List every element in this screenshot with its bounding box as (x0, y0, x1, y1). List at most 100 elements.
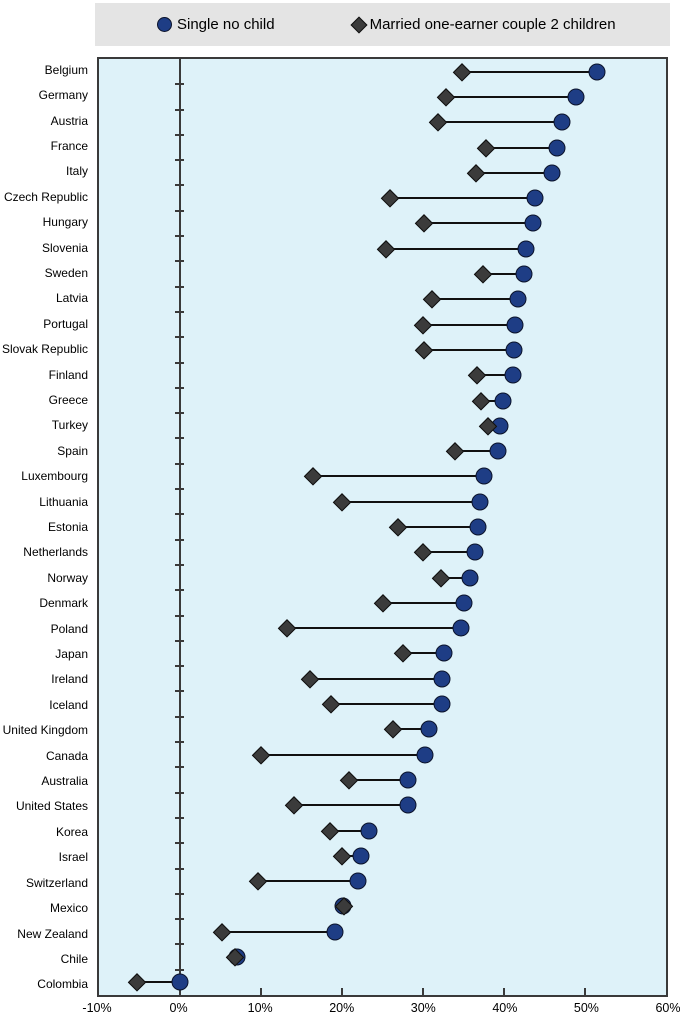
connector-canada (261, 753, 425, 756)
country-label-chile: Chile (60, 951, 88, 966)
married-marker-norway (431, 568, 450, 587)
x-axis-label-50pct: 50% (573, 1001, 599, 1015)
married-marker-korea (321, 821, 339, 840)
connector-czech-republic (389, 197, 535, 200)
married-marker-united-states (285, 796, 304, 815)
single-marker-belgium (588, 63, 606, 81)
zero-axis-tick (175, 715, 185, 718)
single-marker-korea (360, 822, 378, 840)
connector-slovak-republic (423, 348, 514, 351)
x-axis-label-neg10pct: -10% (82, 1001, 112, 1015)
country-label-colombia: Colombia (37, 977, 88, 992)
married-marker-israel (333, 847, 351, 865)
zero-axis-tick (175, 816, 185, 819)
married-marker-lithuania (333, 492, 351, 511)
connector-united-kingdom (393, 728, 429, 731)
single-marker-austria (553, 113, 571, 131)
connector-japan (402, 652, 445, 655)
x-axis-label-10pct: 10% (247, 1001, 273, 1015)
country-label-belgium: Belgium (44, 62, 88, 77)
single-marker-estonia (469, 518, 487, 536)
country-label-korea: Korea (55, 824, 88, 839)
zero-axis-tick (175, 867, 185, 870)
married-marker-denmark (374, 594, 393, 612)
x-axis-tick (584, 988, 586, 995)
married-marker-canada (252, 745, 270, 764)
country-label-poland: Poland (50, 621, 88, 636)
legend-married-label: Married one-earner couple 2 children (369, 16, 616, 33)
married-marker-czech-republic (380, 189, 399, 207)
single-marker-united-states (399, 796, 417, 814)
country-label-united-states: United States (15, 799, 88, 814)
single-marker-spain (489, 442, 507, 460)
country-label-hungary: Hungary (42, 215, 88, 230)
married-marker-france (477, 138, 496, 157)
connector-denmark (383, 601, 464, 604)
zero-axis-tick (175, 563, 185, 566)
zero-axis-tick (175, 791, 185, 794)
married-marker-switzerland (248, 872, 267, 890)
connector-luxembourg (312, 475, 484, 478)
x-axis-label-40pct: 40% (492, 1001, 518, 1015)
connector-ireland (309, 677, 442, 680)
country-label-israel: Israel (58, 850, 88, 865)
country-label-iceland: Iceland (49, 697, 88, 712)
connector-austria (438, 121, 563, 124)
connector-greece (480, 399, 504, 402)
married-marker-united-kingdom (384, 720, 402, 739)
x-axis: -10% 0% 10% 20% 30% 40% 50% 60% (82, 1001, 680, 1019)
single-marker-switzerland (349, 872, 367, 890)
connector-korea (329, 829, 369, 832)
connector-portugal (423, 323, 516, 326)
single-marker-slovenia (517, 240, 535, 258)
zero-axis-tick (175, 336, 185, 339)
zero-axis-tick (175, 968, 185, 971)
connector-belgium (461, 70, 598, 73)
connector-iceland (330, 703, 442, 706)
married-diamond-icon (350, 16, 368, 33)
zero-axis-tick (175, 892, 185, 895)
country-label-japan: Japan (55, 647, 88, 662)
married-marker-greece (471, 391, 490, 410)
x-axis-label-30pct: 30% (410, 1001, 436, 1015)
married-marker-spain (445, 442, 464, 460)
zero-axis-tick (175, 133, 185, 136)
married-marker-belgium (453, 62, 471, 81)
connector-finland (477, 374, 513, 377)
connector-australia (349, 778, 409, 781)
zero-axis-tick (175, 488, 185, 491)
country-label-spain: Spain (57, 443, 88, 458)
married-marker-latvia (423, 290, 441, 309)
connector-france (486, 146, 557, 149)
zero-axis-tick (175, 184, 185, 187)
connector-slovenia (385, 247, 526, 250)
married-marker-japan (393, 644, 412, 663)
married-marker-sweden (474, 265, 492, 283)
country-label-slovak-republic: Slovak Republic (1, 342, 88, 357)
country-labels-column: Belgium Germany Austria France Italy Czech Re… (0, 57, 88, 997)
zero-axis-tick (175, 285, 185, 288)
single-marker-poland (452, 619, 470, 637)
legend-item-married: Married one-earner couple 2 children (350, 16, 616, 33)
connector-colombia (137, 981, 180, 984)
legend: Single no child Married one-earner coupl… (95, 3, 670, 46)
zero-axis-line (178, 59, 181, 995)
connector-italy (475, 171, 552, 174)
country-label-ireland: Ireland (51, 672, 88, 687)
country-label-finland: Finland (48, 367, 88, 382)
x-axis-tick (503, 988, 505, 995)
connector-new-zealand (222, 930, 335, 933)
connector-united-states (294, 804, 408, 807)
zero-axis-tick (175, 386, 185, 389)
country-label-mexico: Mexico (49, 901, 88, 916)
country-label-france: France (50, 138, 88, 153)
connector-norway (440, 576, 470, 579)
single-marker-ireland (433, 670, 451, 688)
country-label-norway: Norway (47, 570, 88, 585)
zero-axis-tick (175, 361, 185, 364)
single-marker-denmark (455, 594, 472, 612)
zero-axis-tick (175, 690, 185, 693)
married-marker-austria (429, 113, 448, 132)
x-axis-label-0pct: 0% (169, 1001, 188, 1015)
married-marker-new-zealand (213, 922, 231, 941)
